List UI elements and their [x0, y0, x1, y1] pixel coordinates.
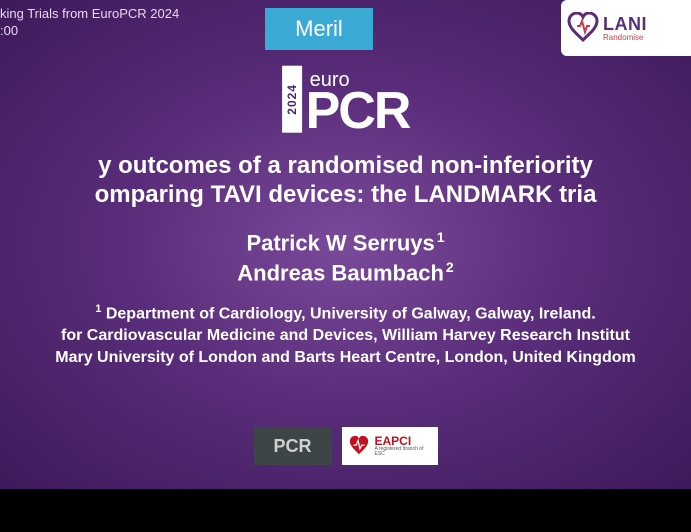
- author-1-sup: 1: [437, 229, 445, 245]
- eapci-footer-logo: EAPCI A registered branch of ESC: [342, 427, 438, 465]
- session-title: king Trials from EuroPCR 2024: [0, 6, 179, 23]
- slide-container: king Trials from EuroPCR 2024 :00 Meril …: [0, 0, 691, 489]
- affil-1-text: Department of Cardiology, University of …: [101, 305, 595, 322]
- landmark-logo: LANI Randomise: [561, 0, 691, 56]
- meril-label: Meril: [295, 16, 343, 42]
- landmark-sub-text: Randomise: [603, 33, 647, 42]
- pcr-word: PCR: [306, 89, 410, 133]
- eapci-sub-text: A registered branch of ESC: [375, 447, 432, 457]
- author-1-name: Patrick W Serruys: [246, 230, 434, 255]
- heart-icon: [567, 12, 599, 44]
- session-time: :00: [0, 23, 179, 40]
- eapci-text: EAPCI A registered branch of ESC: [375, 435, 432, 457]
- author-1: Patrick W Serruys1: [0, 228, 691, 258]
- footer-logos: PCR EAPCI A registered branch of ESC: [254, 427, 438, 465]
- affil-line-2: for Cardiovascular Medicine and Devices,…: [6, 325, 685, 347]
- pcr-footer-label: PCR: [273, 436, 311, 457]
- affil-line-1: 1 Department of Cardiology, University o…: [6, 302, 685, 325]
- title-line-1: y outcomes of a randomised non-inferiori…: [8, 152, 683, 181]
- affiliations-block: 1 Department of Cardiology, University o…: [0, 302, 691, 368]
- europcr-logo: 2024 euro PCR: [282, 66, 410, 133]
- landmark-main-text: LANI: [603, 14, 647, 35]
- session-header: king Trials from EuroPCR 2024 :00: [0, 6, 179, 40]
- meril-sponsor-badge: Meril: [265, 8, 373, 50]
- title-block: y outcomes of a randomised non-inferiori…: [0, 152, 691, 210]
- eapci-heart-icon: [348, 435, 370, 457]
- letterbox-bar: [0, 489, 691, 532]
- author-2-sup: 2: [446, 259, 454, 275]
- pcr-footer-logo: PCR: [254, 427, 332, 465]
- year-badge: 2024: [282, 66, 302, 133]
- title-line-2: omparing TAVI devices: the LANDMARK tria: [8, 181, 683, 210]
- authors-block: Patrick W Serruys1 Andreas Baumbach2: [0, 228, 691, 288]
- affil-line-3: Mary University of London and Barts Hear…: [6, 347, 685, 369]
- europcr-text: euro PCR: [306, 72, 410, 133]
- landmark-text: LANI Randomise: [603, 14, 647, 42]
- author-2-name: Andreas Baumbach: [237, 260, 444, 285]
- author-2: Andreas Baumbach2: [0, 258, 691, 288]
